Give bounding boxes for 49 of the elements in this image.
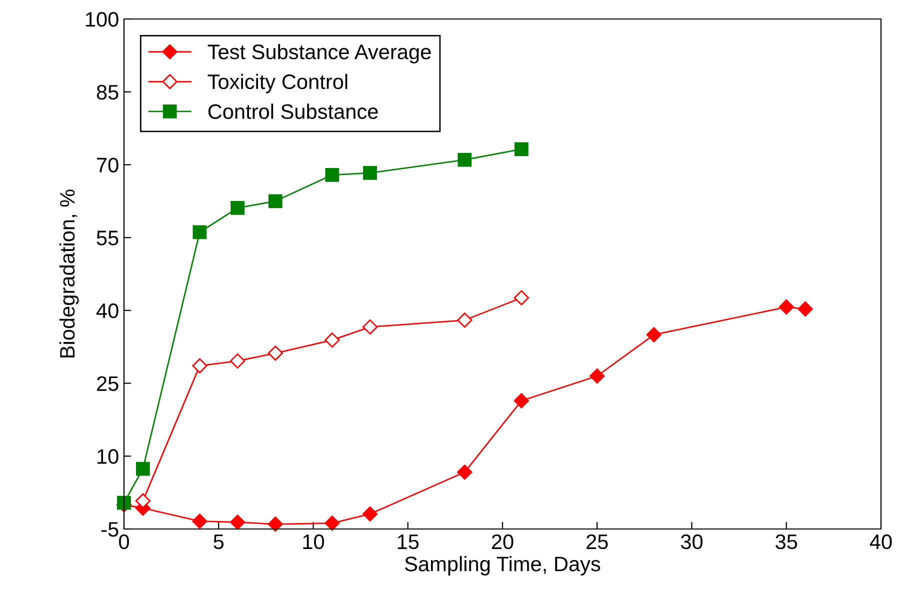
- point: [268, 346, 283, 361]
- point: [324, 332, 340, 348]
- point: [230, 514, 246, 530]
- point: [514, 393, 529, 408]
- point: [778, 299, 794, 315]
- y-tick-label: 100: [86, 12, 118, 27]
- point: [136, 462, 150, 476]
- point: [362, 319, 378, 335]
- x-tick-label: 15: [398, 534, 419, 550]
- point: [192, 358, 208, 374]
- y-tick-label: 70: [97, 158, 118, 172]
- legend-label: Control Substance: [208, 104, 378, 119]
- y-tick-label: -5: [102, 522, 118, 537]
- y-tick-label: 85: [96, 84, 118, 100]
- point: [268, 194, 282, 208]
- legend-label: Toxicity Control: [208, 74, 348, 94]
- point: [514, 142, 528, 156]
- y-tick-label: 55: [96, 230, 118, 246]
- point: [363, 166, 377, 180]
- x-tick-label: 10: [303, 534, 324, 550]
- x-axis-title: Sampling Time, Days: [405, 556, 600, 576]
- y-tick-label: 40: [96, 303, 118, 318]
- x-tick-label: 35: [776, 534, 798, 550]
- point: [458, 152, 472, 167]
- point: [135, 493, 150, 508]
- x-tick-label: 0: [119, 534, 129, 550]
- point: [798, 301, 813, 317]
- x-tick-label: 25: [586, 534, 608, 550]
- point: [230, 353, 246, 369]
- point: [230, 201, 244, 215]
- point: [268, 516, 283, 532]
- x-tick-label: 30: [680, 534, 703, 550]
- point: [646, 327, 662, 342]
- y-tick-label: 25: [97, 376, 118, 392]
- point: [457, 312, 472, 328]
- point: [457, 464, 472, 480]
- legend-label: Test Substance Average: [208, 44, 431, 64]
- point: [514, 290, 529, 306]
- point: [192, 225, 207, 240]
- point: [192, 514, 208, 529]
- y-axis-title: Biodegradation, %: [59, 190, 79, 358]
- point: [590, 368, 605, 384]
- x-tick-label: 40: [870, 534, 892, 550]
- point: [324, 516, 340, 531]
- point: [325, 168, 340, 182]
- x-tick-label: 20: [492, 534, 514, 550]
- y-tick-label: 10: [98, 449, 118, 464]
- x-tick-label: 5: [214, 534, 224, 550]
- point: [362, 506, 378, 522]
